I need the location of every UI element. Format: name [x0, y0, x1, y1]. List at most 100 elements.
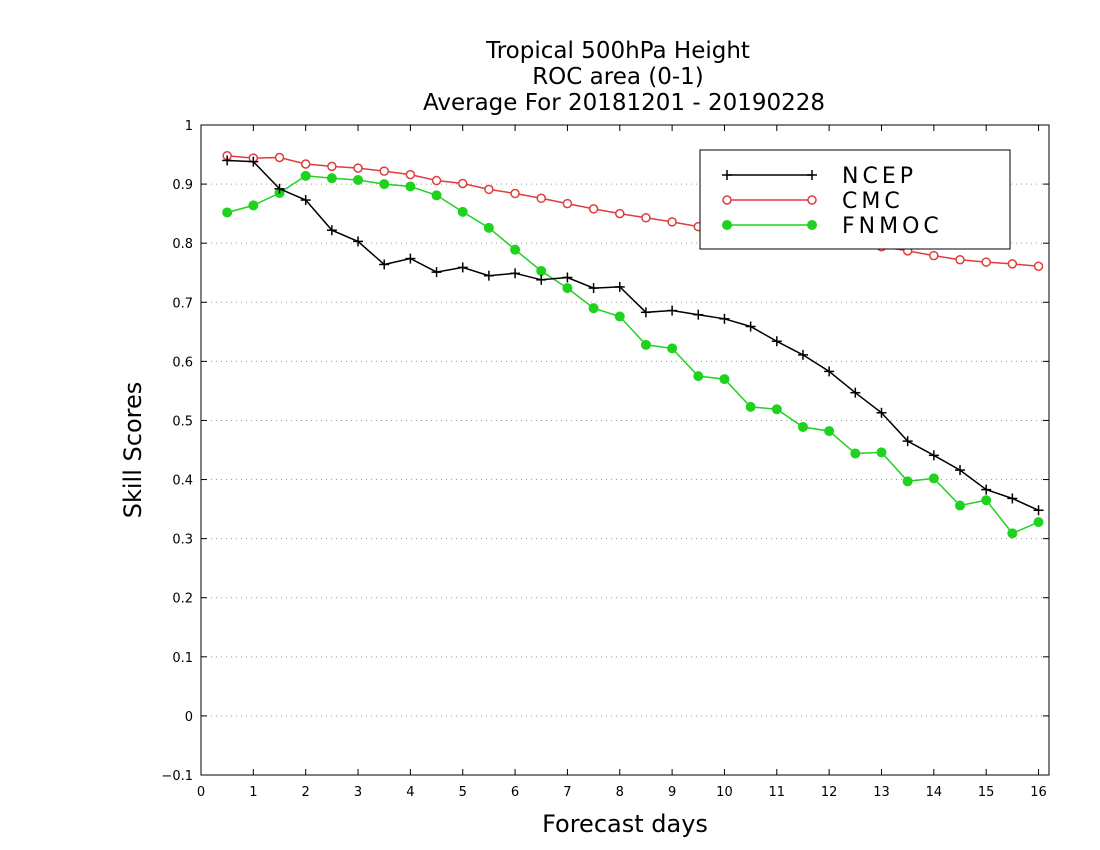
- data-point-fnmoc: [693, 371, 704, 382]
- x-tick-label: 5: [459, 785, 467, 800]
- y-axis-label: Skill Scores: [119, 382, 147, 519]
- legend-label-fnmoc: FNMOC: [842, 214, 943, 239]
- data-point-cmc: [457, 178, 468, 189]
- chart-title-line-1: Tropical 500hPa Height: [485, 38, 750, 64]
- x-tick-label: 0: [197, 785, 205, 800]
- data-point-cmc: [379, 166, 389, 176]
- x-tick-label: 9: [668, 785, 676, 800]
- data-point-fnmoc: [457, 206, 468, 217]
- data-point-fnmoc: [928, 473, 939, 484]
- data-point-fnmoc: [640, 339, 651, 350]
- data-point-fnmoc: [431, 190, 442, 201]
- x-tick-label: 14: [926, 785, 943, 800]
- legend-marker-fnmoc: [722, 220, 732, 230]
- x-tick-label: 1: [249, 785, 257, 800]
- y-tick-label: 0.9: [172, 178, 193, 193]
- data-point-fnmoc: [483, 222, 494, 233]
- data-point-cmc: [981, 257, 991, 267]
- series-cmc: [222, 150, 1044, 271]
- y-tick-label: 0.1: [172, 651, 193, 666]
- data-point-cmc: [667, 217, 677, 227]
- x-tick-label: 3: [354, 785, 362, 800]
- y-tick-label: 0.7: [172, 296, 193, 311]
- series-fnmoc: [222, 170, 1044, 539]
- data-point-cmc: [274, 152, 285, 163]
- y-axis: −0.1 0 0.1 0.2 0.3 0.4 0.5 0.6 0.7 0.8 0.9 1: [161, 119, 1049, 784]
- x-tick-label: 16: [1030, 785, 1047, 800]
- data-point-cmc: [405, 169, 416, 180]
- data-point-cmc: [641, 213, 651, 223]
- data-point-fnmoc: [902, 476, 913, 487]
- data-point-fnmoc: [405, 181, 416, 192]
- data-point-fnmoc: [850, 448, 861, 459]
- data-point-fnmoc: [326, 173, 337, 184]
- x-tick-label: 13: [873, 785, 890, 800]
- y-tick-label: 0.5: [172, 414, 193, 429]
- data-point-fnmoc: [797, 421, 808, 432]
- x-tick-label: 15: [978, 785, 995, 800]
- legend-marker-cmc: [807, 195, 817, 205]
- chart-title-line-2: ROC area (0-1): [532, 64, 704, 90]
- data-point-cmc: [562, 198, 573, 209]
- data-point-cmc: [615, 208, 625, 219]
- data-point-fnmoc: [248, 200, 259, 211]
- data-point-cmc: [327, 161, 337, 172]
- legend-label-ncep: NCEP: [842, 164, 917, 189]
- chart-title: Tropical 500hPa Height ROC area (0-1) Av…: [423, 38, 825, 116]
- legend-label-cmc: CMC: [842, 189, 904, 214]
- y-tick-label: 0.4: [172, 474, 193, 489]
- series-ncep: [222, 155, 1044, 516]
- data-point-fnmoc: [1007, 528, 1018, 539]
- y-tick-label: 0: [185, 710, 193, 725]
- data-point-fnmoc: [981, 495, 992, 506]
- series: [222, 150, 1044, 539]
- data-point-cmc: [1007, 259, 1018, 269]
- y-tick-label: −0.1: [161, 769, 193, 784]
- series-line-ncep: [227, 159, 1039, 511]
- data-point-fnmoc: [300, 170, 311, 181]
- x-tick-label: 7: [563, 785, 571, 800]
- plot-frame: [200, 124, 1050, 776]
- grid: [201, 183, 1049, 717]
- y-tick-label: 0.2: [172, 592, 193, 607]
- data-point-fnmoc: [719, 374, 730, 385]
- data-point-fnmoc: [876, 447, 887, 458]
- chart-title-line-3: Average For 20181201 - 20190228: [423, 90, 825, 116]
- y-tick-label: 0.3: [172, 533, 193, 548]
- y-tick-label: 0.8: [172, 237, 193, 252]
- data-point-fnmoc: [588, 303, 599, 314]
- x-axis: 0 1 2 3 4 5 6 7 8 9 10 11 12 13 14 15 16: [197, 125, 1047, 800]
- data-point-fnmoc: [562, 283, 573, 294]
- data-point-cmc: [955, 254, 965, 265]
- data-point-fnmoc: [614, 311, 625, 322]
- x-tick-label: 11: [769, 785, 786, 800]
- x-axis-label: Forecast days: [542, 810, 708, 838]
- data-point-cmc: [929, 250, 939, 261]
- data-point-fnmoc: [824, 426, 835, 437]
- data-point-fnmoc: [536, 265, 547, 276]
- data-point-fnmoc: [379, 179, 390, 190]
- data-point-cmc: [431, 175, 442, 186]
- x-tick-label: 12: [821, 785, 838, 800]
- data-point-fnmoc: [222, 207, 233, 218]
- data-point-fnmoc: [510, 244, 521, 255]
- data-point-cmc: [588, 204, 599, 214]
- x-tick-label: 6: [511, 785, 519, 800]
- x-tick-label: 2: [302, 785, 310, 800]
- data-point-fnmoc: [955, 500, 966, 511]
- legend-marker-fnmoc: [807, 220, 817, 230]
- data-point-fnmoc: [745, 401, 756, 412]
- data-point-cmc: [484, 184, 494, 195]
- data-point-fnmoc: [1033, 517, 1044, 528]
- data-point-cmc: [353, 163, 363, 173]
- y-tick-label: 1: [185, 119, 193, 134]
- x-tick-label: 8: [616, 785, 624, 800]
- data-point-cmc: [510, 188, 520, 199]
- data-point-cmc: [300, 159, 311, 169]
- y-tick-label: 0.6: [172, 355, 193, 370]
- legend-marker-cmc: [722, 195, 732, 205]
- x-tick-label: 4: [406, 785, 414, 800]
- data-point-fnmoc: [771, 404, 782, 415]
